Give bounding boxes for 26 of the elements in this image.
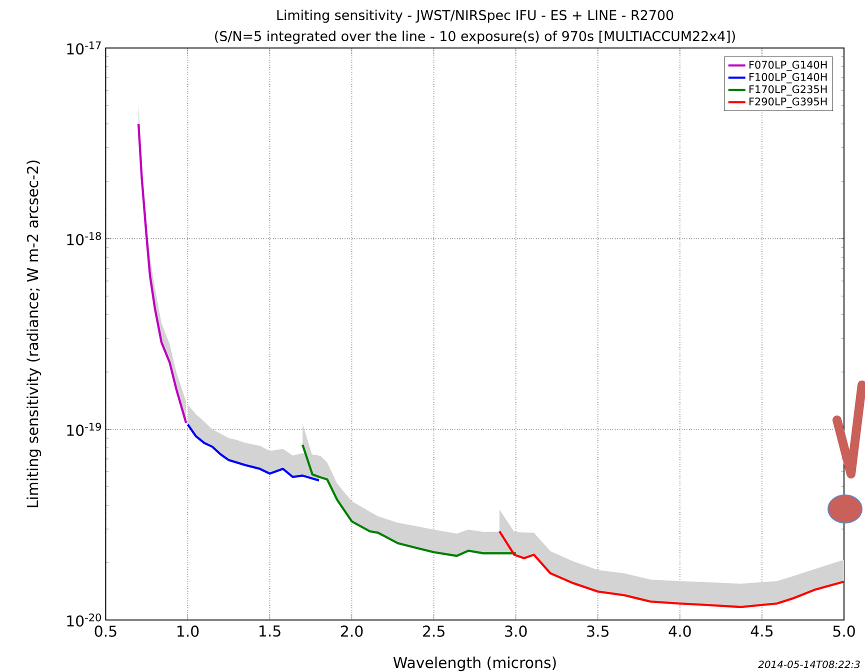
x-tick-label: 5.0	[833, 626, 855, 637]
legend-label: F070LP_G140H	[749, 60, 827, 72]
y-tick-label: 10$^{-20}$	[67, 613, 101, 627]
chart-subtitle: (S/N=5 integrated over the line - 10 exposure(s) of 970s [MULTIACCUM22x4])	[215, 30, 735, 44]
x-tick-label: 4.5	[750, 626, 773, 637]
y-axis-title: Limiting sensitivity (radiance; W m-2 arcsec-2)	[26, 160, 42, 508]
line-series	[498, 530, 844, 608]
x-tick-label: 4.0	[668, 626, 691, 637]
x-tick-label: 2.0	[341, 626, 363, 637]
legend-label: F170LP_G235H	[749, 85, 827, 96]
x-tick-label: 3.0	[505, 626, 527, 637]
x-axis-title: Wavelength (microns)	[393, 656, 556, 672]
legend-label: F100LP_G140H	[749, 73, 827, 84]
x-tick-label: 2.5	[423, 626, 444, 637]
x-tick-label: 1.5	[260, 626, 280, 637]
text: 2014-05-14T08:22:3	[758, 660, 860, 668]
x-tick-label: 3.5	[587, 626, 608, 637]
line-series	[301, 444, 517, 557]
line-series	[186, 423, 320, 482]
y-tick-label: 10$^{-19}$	[67, 422, 101, 436]
y-tick-label: 10$^{-17}$	[67, 42, 101, 55]
y-tick-label: 10$^{-18}$	[67, 232, 101, 246]
x-tick-label: 1.0	[178, 626, 199, 637]
chart-title: Limiting sensitivity - JWST/NIRSpec IFU - ES + LINE - R2700	[277, 10, 674, 23]
legend-label: F290LP_G395H	[749, 98, 827, 108]
x-tick-label: 0.5	[94, 626, 116, 637]
